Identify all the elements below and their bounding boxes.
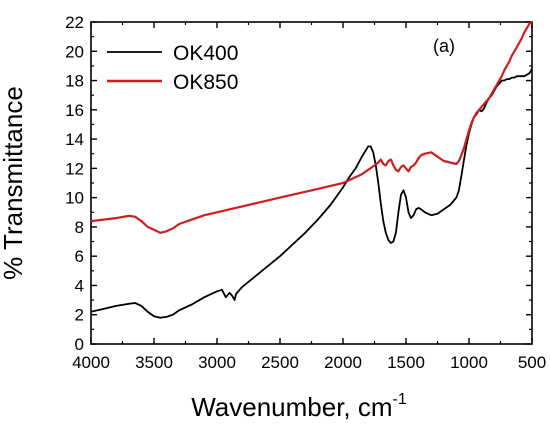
y-tick-label: 16 — [65, 101, 84, 120]
y-tick-label: 8 — [75, 218, 84, 237]
x-tick-label: 4000 — [72, 353, 110, 372]
y-tick-label: 12 — [65, 159, 84, 178]
legend: OK400 OK850 — [107, 42, 238, 94]
x-tick-label: 2500 — [261, 353, 299, 372]
series-line-ok400 — [90, 68, 533, 319]
plot-area — [90, 21, 533, 345]
x-tick-label: 500 — [518, 353, 546, 372]
x-tick-label: 3000 — [198, 353, 236, 372]
plot-frame — [90, 21, 533, 345]
x-axis-title: Wavenumber, cm-1 — [191, 391, 407, 422]
x-tick-label: 1000 — [450, 353, 488, 372]
y-tick-label: 0 — [75, 335, 84, 354]
x-axis-title-main: Wavenumber, cm — [191, 392, 392, 422]
series-layer — [90, 21, 533, 319]
y-tick-label: 18 — [65, 72, 84, 91]
x-tick-label: 1500 — [387, 353, 425, 372]
legend-label-ok850: OK850 — [173, 71, 238, 94]
y-axis-title: % Transmittance — [0, 86, 28, 280]
y-tick-label: 4 — [75, 276, 84, 295]
series-line-ok850 — [90, 21, 533, 234]
x-axis-ticks: 4000 3500 3000 2500 2000 1500 1000 500 — [72, 22, 546, 372]
x-tick-label: 2000 — [324, 353, 362, 372]
y-tick-label: 20 — [65, 42, 84, 61]
y-axis-ticks: 0 2 4 6 8 10 12 14 16 18 20 22 — [65, 13, 532, 354]
x-axis-title-superscript: -1 — [393, 391, 407, 408]
y-tick-label: 22 — [65, 13, 84, 32]
panel-annotation: (a) — [433, 36, 455, 56]
y-tick-label: 14 — [65, 130, 84, 149]
y-tick-label: 6 — [75, 247, 84, 266]
y-tick-label: 2 — [75, 306, 84, 325]
legend-label-ok400: OK400 — [173, 42, 238, 65]
x-tick-label: 3500 — [135, 353, 173, 372]
y-tick-label: 10 — [65, 189, 84, 208]
